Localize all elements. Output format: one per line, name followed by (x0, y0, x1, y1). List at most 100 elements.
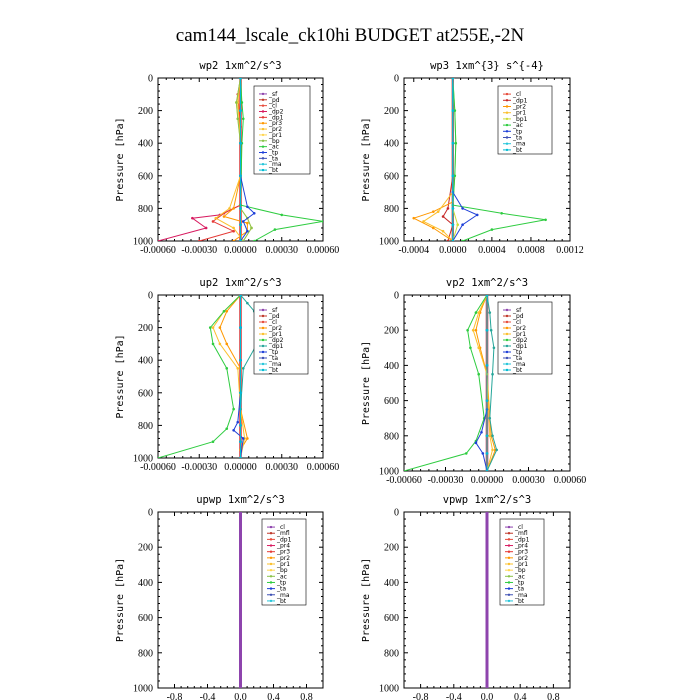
series-point (239, 326, 242, 329)
series-point (239, 512, 242, 514)
legend-label: _tp (268, 349, 278, 356)
legend-marker (269, 568, 273, 572)
series-point (225, 427, 229, 430)
series-point (239, 669, 242, 672)
legend-marker (505, 338, 509, 342)
legend-label: _dp1 (268, 114, 284, 121)
y-tick-label: 1000 (133, 237, 153, 248)
panel-title: wp3 1xm^{3} s^{-4} (430, 60, 544, 72)
chart-panel-3: vp2 1xm^2/s^3 Pressure [hPa] 0 200 400 600 800… (361, 277, 586, 486)
x-tick-label: 0.8 (300, 692, 313, 700)
series-point (252, 239, 256, 241)
legend-label: _ta (276, 586, 286, 593)
legend-label: _dp1 (276, 536, 292, 543)
series-point (239, 563, 242, 567)
series-point (480, 430, 483, 434)
series-point (485, 528, 489, 531)
x-tick-label: 0.00030 (266, 245, 299, 256)
series-point (239, 239, 242, 241)
legend-label: _sf (268, 307, 278, 314)
legend-marker (507, 556, 511, 560)
series-point (280, 213, 284, 217)
series-point (236, 367, 240, 370)
series-point (214, 216, 218, 220)
legend-marker (505, 362, 509, 366)
series-point (451, 109, 455, 112)
y-axis-label: Pressure [hPa] (361, 558, 372, 642)
panel-title: up2 1xm^2/s^3 (199, 277, 281, 289)
legend-label: _pr1 (512, 110, 526, 117)
legend-label: _pd (512, 313, 524, 320)
series-point (239, 581, 242, 584)
legend-label: _pr2 (512, 104, 526, 111)
y-tick-label: 1000 (379, 684, 399, 695)
series-point (485, 399, 489, 402)
x-tick-label: 0.0000 (439, 245, 467, 256)
y-tick-label: 1000 (133, 454, 153, 465)
series-point (158, 239, 160, 241)
series-point (204, 226, 208, 230)
series-point (451, 223, 455, 226)
legend-marker (261, 163, 265, 166)
series-point (239, 391, 242, 395)
series-point (441, 215, 445, 218)
series-point (485, 563, 489, 567)
series-point (454, 141, 458, 145)
series-point (321, 220, 323, 223)
y-tick-label: 0 (148, 74, 153, 85)
legend-label: _pr4 (276, 543, 290, 550)
series-point (485, 512, 489, 514)
legend-marker (261, 151, 265, 154)
legend-marker (261, 326, 265, 330)
legend-marker (269, 562, 273, 566)
y-tick-label: 1000 (133, 684, 153, 695)
y-tick-label: 600 (138, 613, 153, 624)
series-line-pr2 (219, 295, 248, 458)
legend-label: _ta (512, 355, 522, 362)
legend-label: _cl (268, 319, 277, 326)
series-point (469, 346, 472, 350)
legend-label: _bt (276, 598, 287, 605)
series-point (211, 326, 215, 329)
legend-marker (261, 168, 265, 172)
series-point (453, 109, 457, 112)
series-point (228, 207, 231, 210)
y-tick-label: 1000 (379, 237, 399, 248)
y-tick-label: 400 (384, 578, 399, 589)
legend-label: _pr1 (276, 561, 290, 568)
legend-label: _ac (512, 122, 523, 129)
series-line-pr2 (214, 78, 244, 241)
series-line-dp2 (404, 295, 488, 471)
series-point (241, 239, 245, 241)
series-line-pr2 (412, 78, 454, 241)
series-point (239, 440, 242, 444)
series-point (236, 117, 240, 121)
legend-label: _sf (512, 307, 522, 314)
series-point (451, 174, 455, 178)
series-point (495, 448, 498, 452)
legend-marker (261, 133, 265, 137)
y-tick-label: 1000 (379, 467, 399, 478)
series-point (232, 428, 235, 432)
series-point (241, 367, 245, 370)
x-tick-label: 0.00000 (224, 462, 257, 473)
chart-panel-4: upwp 1xm^2/s^3 Pressure [hPa] 0 200 400 600 80… (115, 494, 324, 700)
y-tick-label: 800 (384, 204, 399, 215)
legend-marker (261, 314, 265, 318)
legend-marker (505, 320, 509, 324)
series-point (451, 78, 455, 80)
legend-label: _bp (276, 567, 288, 574)
series-point (485, 452, 489, 455)
series-point (239, 174, 242, 178)
series-point (246, 437, 249, 440)
legend-marker (505, 332, 509, 336)
series-point (239, 686, 242, 688)
legend-label: _tp (512, 349, 522, 356)
series-point (466, 328, 469, 332)
series-point (239, 651, 242, 655)
series-point (232, 407, 235, 411)
series-point (225, 367, 229, 370)
legend-marker (261, 127, 265, 131)
legend: _cl_mfl_dp1_pr4_pr3_pr2_pr1_bp_ac_tp_ta_… (261, 518, 307, 606)
